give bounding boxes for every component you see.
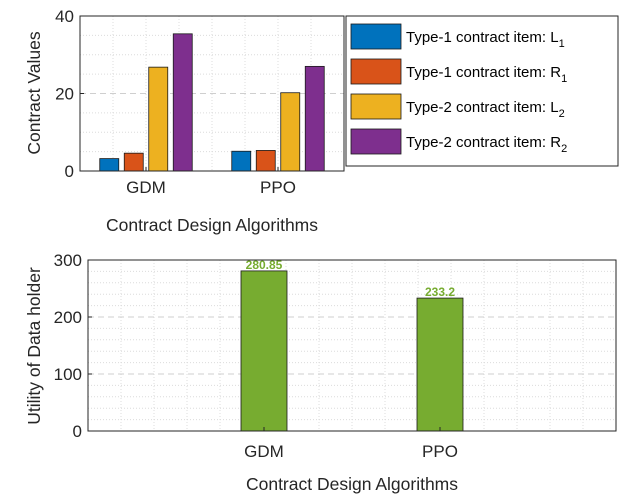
top-y-axis-label: Contract Values xyxy=(24,31,44,154)
bottom-bars xyxy=(240,270,464,432)
legend-swatch xyxy=(350,23,402,50)
x-tick-label: PPO xyxy=(260,178,296,197)
data-label: 233.2 xyxy=(425,285,455,299)
bottom-x-ticks: GDM PPO xyxy=(244,427,458,461)
legend-swatch xyxy=(350,128,402,155)
bar xyxy=(304,65,325,172)
bottom-grid xyxy=(88,260,616,431)
x-tick-label: GDM xyxy=(126,178,166,197)
bar xyxy=(255,150,276,172)
top-grid xyxy=(80,16,344,171)
bar xyxy=(240,270,288,432)
bottom-y-ticks: 0 100 200 300 xyxy=(54,251,92,441)
y-tick-label: 40 xyxy=(55,7,74,26)
legend-entry: Type-1 contract item: R1 xyxy=(406,64,567,85)
legend-entry: Type-2 contract item: L2 xyxy=(406,99,565,120)
y-tick-label: 0 xyxy=(73,422,82,441)
y-tick-label: 200 xyxy=(54,308,82,327)
top-x-axis-label: Contract Design Algorithms xyxy=(106,215,318,235)
bottom-axes-box xyxy=(87,259,617,432)
x-tick-label: PPO xyxy=(422,442,458,461)
bar xyxy=(416,297,464,432)
y-tick-label: 20 xyxy=(55,85,74,104)
legend-swatch xyxy=(350,58,402,85)
data-label: 280.85 xyxy=(246,258,283,272)
bar xyxy=(231,150,252,172)
bottom-x-axis-label: Contract Design Algorithms xyxy=(246,474,458,494)
legend-swatch xyxy=(350,93,402,120)
top-legend: Type-1 contract item: L1 Type-1 contract … xyxy=(345,15,619,167)
bar xyxy=(280,92,301,172)
legend-entry: Type-2 contract item: R2 xyxy=(406,134,567,155)
top-y-ticks: 0 20 40 xyxy=(55,7,84,181)
legend-entry: Type-1 contract item: L1 xyxy=(406,29,565,50)
bar xyxy=(148,66,169,172)
bottom-y-axis-label: Utility of Data holder xyxy=(24,267,44,425)
y-tick-label: 0 xyxy=(65,162,74,181)
y-tick-label: 100 xyxy=(54,365,82,384)
top-bars xyxy=(99,33,325,172)
top-x-ticks: GDM PPO xyxy=(126,167,296,197)
bar xyxy=(99,158,120,172)
bottom-chart: 0 100 200 300 GDM PPO 280.85 233.2 Contract D… xyxy=(24,251,617,494)
bottom-data-labels: 280.85 233.2 xyxy=(246,258,456,299)
bar xyxy=(123,152,144,172)
x-tick-label: GDM xyxy=(244,442,284,461)
bar xyxy=(172,33,193,172)
y-tick-label: 300 xyxy=(54,251,82,270)
